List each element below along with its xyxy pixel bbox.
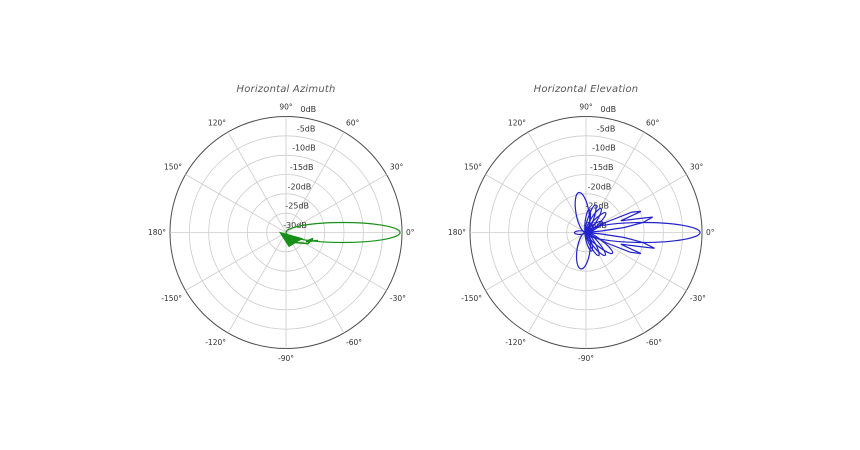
db-tick-label: -20dB: [588, 182, 612, 191]
db-tick-label: -10dB: [592, 144, 616, 153]
grid-spoke: [585, 174, 687, 233]
angle-tick-label: 0°: [406, 228, 415, 237]
db-tick-label: -25dB: [285, 202, 309, 211]
db-tick-label: -20dB: [288, 182, 312, 191]
angle-tick-label: 180°: [448, 228, 466, 237]
db-tick-label: -30dB: [583, 221, 607, 230]
angle-tick-label: 60°: [346, 119, 360, 128]
grid-spoke: [227, 232, 287, 334]
azimuth-pattern: [278, 221, 401, 248]
angle-tick-label: -30°: [690, 294, 706, 303]
grid-spoke: [485, 232, 587, 291]
azimuth-chart-title: Horizontal Azimuth: [236, 84, 336, 95]
db-tick-label: 0dB: [301, 105, 317, 114]
grid-spoke: [185, 232, 287, 291]
db-tick-label: -10dB: [292, 144, 316, 153]
angle-tick-label: 90°: [279, 103, 293, 112]
grid-spoke: [285, 131, 345, 233]
grid-spoke: [527, 232, 587, 334]
elevation-chart-title: Horizontal Elevation: [533, 84, 639, 95]
angle-tick-label: 150°: [164, 163, 182, 172]
angle-tick-label: -90°: [278, 354, 294, 363]
angle-tick-label: 120°: [508, 119, 526, 128]
db-tick-label: -15dB: [290, 163, 314, 172]
grid-spoke: [585, 131, 645, 233]
back-lobe: [573, 230, 587, 236]
db-tick-label: -15dB: [590, 163, 614, 172]
db-tick-label: -30dB: [283, 221, 307, 230]
lower-mid-sidelobe: [585, 231, 655, 255]
angle-tick-label: 90°: [579, 103, 593, 112]
angle-tick-label: 30°: [390, 163, 404, 172]
angle-tick-label: -60°: [646, 338, 662, 347]
angle-tick-label: 30°: [690, 163, 704, 172]
grid-spoke: [227, 131, 287, 233]
angle-tick-label: -60°: [346, 338, 362, 347]
db-tick-label: -25dB: [585, 202, 609, 211]
angle-tick-label: 150°: [464, 163, 482, 172]
angle-tick-label: -120°: [505, 338, 526, 347]
upper-mid-sidelobe: [585, 210, 653, 234]
angle-tick-label: -90°: [578, 354, 594, 363]
db-tick-label: 0dB: [601, 105, 617, 114]
db-tick-label: -5dB: [297, 124, 316, 133]
angle-tick-label: -150°: [461, 294, 482, 303]
horizontal-azimuth-chart: 0° 30° 60° 90° 120° 150° 180° -150° -120° -90° -60…: [148, 103, 415, 364]
grid-spoke: [285, 232, 345, 334]
angle-tick-label: 0°: [706, 228, 715, 237]
angle-tick-label: -30°: [390, 294, 406, 303]
grid-spoke: [285, 232, 387, 291]
grid-spoke: [485, 174, 587, 233]
grid-spoke: [185, 174, 287, 233]
horizontal-elevation-chart: 0° 30° 60° 90° 120° 150° 180° -150° -120° -90° -60…: [448, 103, 715, 364]
grid-spoke: [585, 232, 687, 291]
grid-spoke: [285, 174, 387, 233]
db-tick-label: -5dB: [597, 124, 616, 133]
angle-tick-label: 60°: [646, 119, 660, 128]
angle-tick-label: 120°: [208, 119, 226, 128]
elevation-pattern: [573, 191, 701, 270]
angle-tick-label: -120°: [205, 338, 226, 347]
main-lobe: [285, 221, 401, 244]
angle-tick-label: 180°: [148, 228, 166, 237]
angle-tick-label: -150°: [161, 294, 182, 303]
near-center-ripple: [286, 235, 319, 245]
